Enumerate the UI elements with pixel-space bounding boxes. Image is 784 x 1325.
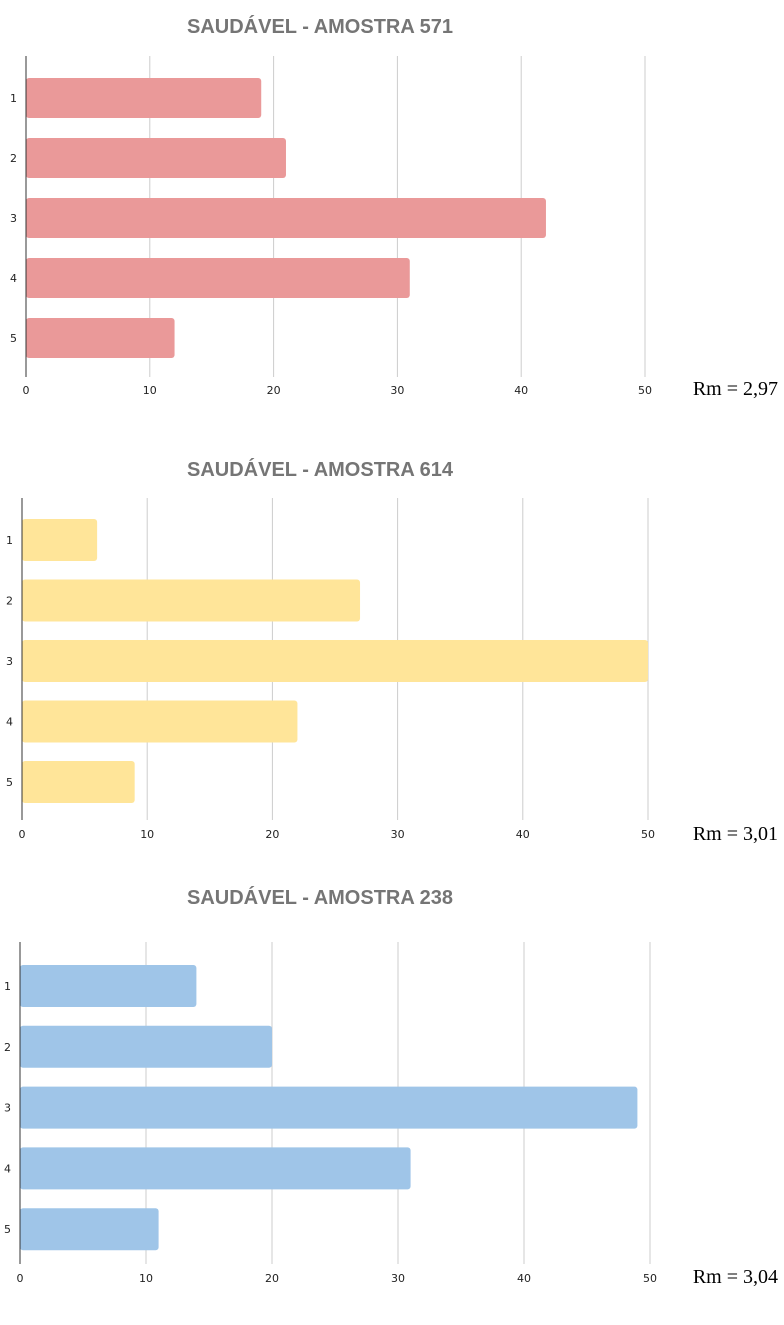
x-tick-label: 30 — [391, 1272, 405, 1285]
y-tick-label: 4 — [10, 272, 17, 285]
y-tick-label: 2 — [4, 1041, 11, 1054]
chart-title: SAUDÁVEL - AMOSTRA 238 — [187, 887, 453, 909]
bar-category-5 — [20, 1208, 159, 1251]
x-tick-label: 50 — [641, 828, 655, 841]
y-tick-label: 3 — [4, 1102, 11, 1115]
y-tick-label: 5 — [6, 776, 13, 789]
bar-category-1 — [22, 519, 98, 561]
bar-category-4 — [26, 258, 410, 298]
bar-category-3 — [22, 640, 648, 682]
x-tick-label: 20 — [265, 828, 279, 841]
chart-amostra-571: SAUDÁVEL - AMOSTRA 571 1 2 3 4 5 0 10 20 30 40 50 … — [0, 0, 784, 440]
x-tick-label: 0 — [19, 828, 26, 841]
x-tick-label: 0 — [23, 384, 30, 397]
x-tick-label: 30 — [390, 384, 404, 397]
x-tick-label: 40 — [517, 1272, 531, 1285]
bar-category-4 — [20, 1147, 411, 1190]
y-tick-label: 3 — [10, 212, 17, 225]
y-tick-label: 3 — [6, 655, 13, 668]
x-tick-label: 10 — [143, 384, 157, 397]
bar-category-5 — [26, 318, 175, 358]
chart-title: SAUDÁVEL - AMOSTRA 571 — [187, 16, 453, 38]
bar-category-2 — [22, 579, 361, 622]
y-tick-label: 4 — [4, 1162, 11, 1175]
bar-category-2 — [26, 138, 286, 178]
bar-category-5 — [22, 761, 135, 803]
chart-amostra-614: SAUDÁVEL - AMOSTRA 614 1 2 3 4 5 0 10 20 30 40 50 … — [0, 443, 784, 883]
rm-annotation: Rm = 3,04 — [692, 1266, 778, 1288]
bar-category-3 — [20, 1086, 638, 1129]
y-tick-label: 4 — [6, 716, 13, 729]
x-tick-label: 20 — [265, 1272, 279, 1285]
x-tick-label: 40 — [514, 384, 528, 397]
chart-amostra-238: SAUDÁVEL - AMOSTRA 238 1 2 3 4 5 0 10 20 30 40 50 … — [0, 871, 784, 1320]
x-tick-label: 50 — [643, 1272, 657, 1285]
x-tick-label: 0 — [17, 1272, 24, 1285]
bar-category-1 — [20, 965, 197, 1007]
y-tick-label: 5 — [10, 332, 17, 345]
y-tick-label: 5 — [4, 1223, 11, 1236]
y-tick-label: 1 — [10, 92, 17, 105]
x-tick-label: 30 — [391, 828, 405, 841]
x-tick-label: 10 — [140, 828, 154, 841]
y-tick-label: 1 — [4, 980, 11, 993]
bar-category-1 — [26, 78, 262, 118]
y-tick-label: 2 — [10, 152, 17, 165]
chart-title: SAUDÁVEL - AMOSTRA 614 — [187, 459, 453, 481]
y-tick-label: 1 — [6, 534, 13, 547]
bar-category-2 — [20, 1025, 272, 1068]
x-tick-label: 40 — [516, 828, 530, 841]
x-tick-label: 20 — [267, 384, 281, 397]
bar-category-4 — [22, 700, 298, 743]
x-tick-label: 10 — [139, 1272, 153, 1285]
bar-category-3 — [26, 198, 546, 238]
rm-annotation: Rm = 3,01 — [692, 823, 778, 845]
rm-annotation: Rm = 2,97 — [692, 378, 778, 400]
x-tick-label: 50 — [638, 384, 652, 397]
y-tick-label: 2 — [6, 595, 13, 608]
